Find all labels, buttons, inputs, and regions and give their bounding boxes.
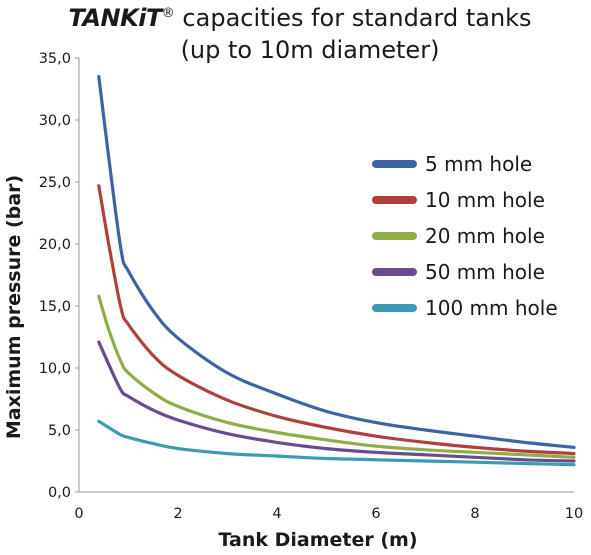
legend: 5 mm hole 10 mm hole 20 mm hole 50 mm hole 1… <box>372 152 558 320</box>
y-tick-label: 30,0 <box>39 113 71 129</box>
series-line-5 <box>97 419 576 467</box>
legend-label: 5 mm hole <box>425 152 532 176</box>
y-tick-label: 25,0 <box>39 175 71 191</box>
x-tick-label: 6 <box>371 506 380 522</box>
y-axis-ticks: 0,0 5,0 10,0 15,0 20,0 25,0 30,0 35,0 <box>39 51 79 501</box>
legend-label: 10 mm hole <box>425 188 545 212</box>
plot-axes <box>78 58 574 493</box>
x-tick-label: 2 <box>173 506 182 522</box>
legend-label: 50 mm hole <box>425 260 545 284</box>
x-tick-label: 0 <box>74 506 83 522</box>
chart-title-rest: capacities for standard tanks <box>175 4 532 32</box>
chart-title-registered-mark: ® <box>162 6 175 21</box>
series-line-4 <box>97 340 576 463</box>
chart-title-line-1: TANKiT® capacities for standard tanks <box>68 4 531 32</box>
series-lines <box>97 75 576 467</box>
y-axis-label: Maximum pressure (bar) <box>3 175 25 439</box>
x-tick-label: 8 <box>470 506 479 522</box>
x-tick-label: 10 <box>565 506 583 522</box>
y-tick-label: 35,0 <box>39 51 71 67</box>
y-tick-label: 15,0 <box>39 299 71 315</box>
x-axis-ticks: 0 2 4 6 8 10 <box>74 506 583 522</box>
y-tick-label: 5,0 <box>48 423 71 439</box>
x-tick-label: 4 <box>272 506 281 522</box>
y-tick-label: 0,0 <box>48 485 71 501</box>
y-tick-label: 20,0 <box>39 237 71 253</box>
series-line-2 <box>97 184 576 456</box>
series-line-3 <box>97 294 576 459</box>
x-axis-label: Tank Diameter (m) <box>218 529 417 551</box>
legend-label: 20 mm hole <box>425 224 545 248</box>
chart-title-brand: TANKiT <box>68 4 163 32</box>
series-line-1 <box>97 75 576 449</box>
chart-title-line-2: (up to 10m diameter) <box>181 36 440 64</box>
legend-label: 100 mm hole <box>425 296 558 320</box>
y-tick-label: 10,0 <box>39 361 71 377</box>
